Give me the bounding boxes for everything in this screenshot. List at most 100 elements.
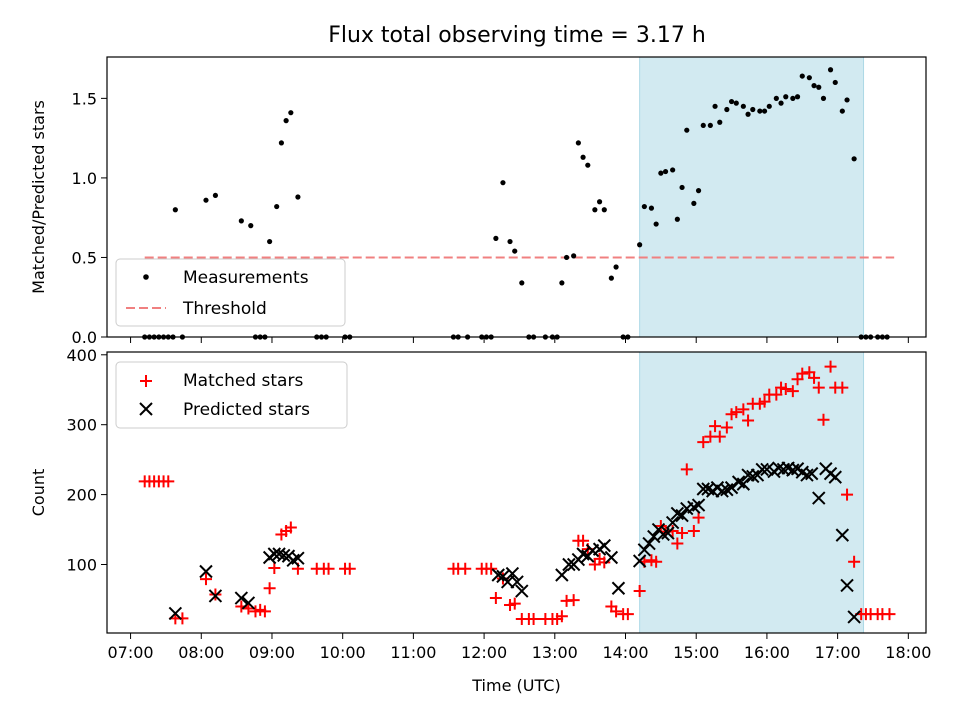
measurement-point <box>653 221 659 227</box>
predicted-star-point <box>661 526 675 540</box>
measurement-point <box>691 200 697 206</box>
measurement-point <box>512 248 518 254</box>
measurement-point <box>707 122 713 129</box>
measurement-point <box>493 235 499 241</box>
chart-title: Flux total observing time = 3.17 h <box>328 23 706 48</box>
matched-star-point <box>836 381 849 394</box>
measurement-point <box>172 207 178 213</box>
measurement-point <box>637 242 643 248</box>
measurement-point <box>500 180 506 186</box>
measurement-point <box>761 108 768 114</box>
measurement-point <box>519 280 525 286</box>
matched-star-point <box>824 360 837 373</box>
matched-star-point <box>737 403 750 416</box>
measurement-point <box>674 216 680 222</box>
measurement-point <box>839 108 845 114</box>
legend-box <box>115 258 346 327</box>
predicted-star-point <box>642 536 656 551</box>
measurement-point <box>507 238 513 245</box>
predicted-star-point <box>291 551 305 565</box>
predicted-star-point <box>736 477 751 491</box>
predicted-star-point <box>724 480 739 495</box>
top-panel: 0.0 0.5 1.0 1.5 Matched/Predicted stars Measu… <box>29 56 927 347</box>
matched-star-point <box>808 371 821 384</box>
matched-star-point <box>742 414 755 427</box>
measurement-point <box>717 119 723 125</box>
measurement-point <box>832 79 838 86</box>
matched-star-point <box>680 463 693 476</box>
matched-star-point <box>343 562 356 575</box>
measurement-point <box>844 97 850 103</box>
x-tick-label: 12:00 <box>461 643 507 662</box>
predicted-star-point <box>562 557 576 572</box>
measurement-point <box>278 140 285 146</box>
matched-star-point <box>567 594 580 607</box>
x-tick-label: 18:00 <box>885 643 931 662</box>
measurement-point <box>274 203 280 210</box>
measurement-point <box>596 199 603 205</box>
legend-measurements-label: Measurements <box>183 268 309 288</box>
measurement-point <box>816 84 822 90</box>
x-tick-label: 13:00 <box>532 643 578 662</box>
matched-star-point <box>577 534 590 547</box>
measurement-point <box>670 167 676 173</box>
predicted-star-point <box>840 578 854 593</box>
predicted-star-point <box>771 461 786 475</box>
measurement-point <box>783 94 789 100</box>
matched-star-point <box>650 555 663 568</box>
predicted-star-point <box>665 515 680 530</box>
measurement-point <box>695 188 702 194</box>
measurement-point <box>658 170 664 176</box>
measurement-point <box>799 73 805 79</box>
measurement-point <box>700 122 706 129</box>
y-tick-label: 0.0 <box>72 328 97 347</box>
matched-star-point <box>812 381 825 394</box>
matched-star-point <box>841 488 854 501</box>
predicted-star-point <box>597 538 611 553</box>
x-tick-label: 15:00 <box>673 643 719 662</box>
measurement-point <box>679 184 685 191</box>
matched-star-point <box>786 385 799 398</box>
bottom-legend: Matched stars Predicted stars <box>115 361 348 429</box>
measurement-point <box>248 223 254 229</box>
predicted-star-point <box>241 596 256 610</box>
matched-star-point <box>687 524 700 537</box>
measurement-point <box>283 118 289 124</box>
matched-star-point <box>258 605 271 618</box>
matched-star-point <box>508 597 521 610</box>
matched-star-point <box>284 521 297 534</box>
y-tick-label: 400 <box>66 346 97 365</box>
highlight-span <box>639 351 865 634</box>
predicted-star-point <box>515 584 529 598</box>
matched-star-point <box>527 613 540 626</box>
matched-star-point <box>671 537 684 550</box>
predicted-star-point <box>741 468 755 482</box>
x-tick-label: 08:00 <box>178 643 224 662</box>
legend-threshold-label: Threshold <box>182 299 267 319</box>
matched-star-point <box>242 602 255 615</box>
measurement-point <box>740 103 746 109</box>
matched-star-point <box>730 406 743 419</box>
predicted-star-point <box>800 468 814 482</box>
measurement-point <box>811 83 817 89</box>
matched-star-point <box>489 592 502 605</box>
x-tick-label: 16:00 <box>744 643 790 662</box>
measurement-point <box>563 254 570 261</box>
predicted-star-point <box>755 462 769 477</box>
matched-star-point <box>322 562 335 575</box>
top-axes-frame <box>106 56 927 338</box>
measurement-point <box>684 127 690 133</box>
measurement-point <box>613 264 619 270</box>
measurement-point <box>648 205 655 211</box>
matched-star-point <box>598 556 611 569</box>
measurement-point <box>288 110 294 116</box>
highlight-span <box>639 56 865 338</box>
x-tick-label: 07:00 <box>108 643 154 662</box>
matched-star-point <box>199 573 212 586</box>
measurement-point <box>728 98 735 105</box>
measurement-point <box>733 100 739 106</box>
matched-star-point <box>758 395 771 408</box>
predicted-star-point <box>604 550 619 565</box>
matched-star-point <box>676 527 689 540</box>
predicted-star-point <box>804 466 819 481</box>
